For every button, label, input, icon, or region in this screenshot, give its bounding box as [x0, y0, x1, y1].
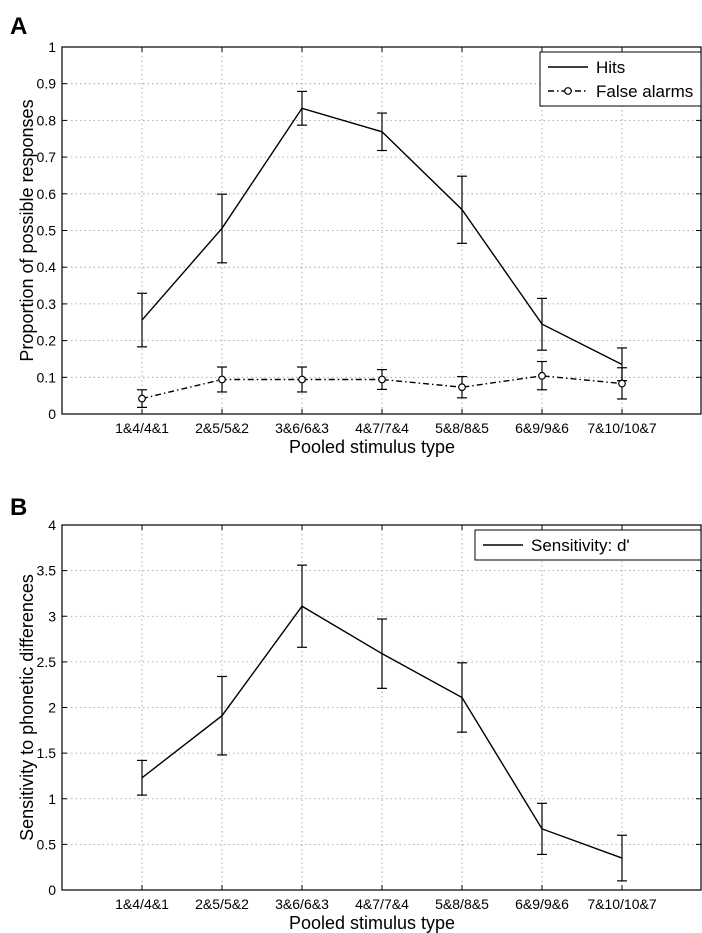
x-tick-label: 3&6/6&3: [275, 420, 329, 436]
y-tick-label: 0.4: [37, 259, 57, 275]
y-tick-label: 2: [48, 700, 56, 716]
panel-b: B 0 0.5 1 1.5 2 2.5 3 3.5 4 1&4/4&1 2&5/5&2 3&6/6&3 4…: [10, 494, 702, 933]
x-tick-label: 5&8/8&5: [435, 420, 489, 436]
panel-a: A 0 0.1 0.2 0.3 0.4 0.5 0.6 0.7 0.8 0.9 1 1&4/4&1 2&5…: [10, 13, 702, 457]
data-point: [618, 379, 626, 388]
legend-label: Hits: [596, 58, 625, 77]
data-point: [538, 371, 546, 380]
panel-letter: A: [10, 13, 27, 40]
data-point: [218, 375, 226, 384]
x-axis-label: Pooled stimulus type: [289, 437, 455, 457]
y-tick-label: 0.3: [37, 296, 57, 312]
legend-marker: [564, 87, 572, 95]
data-point: [138, 394, 146, 403]
x-tick-label: 4&7/7&4: [355, 896, 409, 912]
panel-letter: B: [10, 494, 27, 521]
data-point: [458, 383, 466, 392]
x-tick-label: 7&10/10&7: [587, 420, 656, 436]
y-tick-label: 2.5: [37, 654, 57, 670]
y-tick-label: 1: [48, 791, 56, 807]
x-tick-label: 3&6/6&3: [275, 896, 329, 912]
x-axis-label: Pooled stimulus type: [289, 913, 455, 933]
y-tick-label: 0: [48, 882, 56, 898]
y-tick-label: 3: [48, 608, 56, 624]
x-tick-label: 1&4/4&1: [115, 420, 169, 436]
y-tick-label: 1.5: [37, 745, 57, 761]
y-tick-label: 0.8: [37, 112, 57, 128]
y-tick-label: 0.2: [37, 333, 57, 349]
x-tick-label: 1&4/4&1: [115, 896, 169, 912]
legend-box: [539, 51, 702, 107]
x-tick-label: 7&10/10&7: [587, 896, 656, 912]
data-point: [298, 375, 306, 384]
x-tick-label: 4&7/7&4: [355, 420, 409, 436]
y-tick-label: 4: [48, 517, 56, 533]
data-point: [378, 375, 386, 384]
y-tick-label: 1: [48, 39, 56, 55]
x-tick-label: 6&9/9&6: [515, 420, 569, 436]
y-tick-label: 0.6: [37, 186, 57, 202]
legend-label: False alarms: [596, 82, 693, 101]
y-tick-label: 0.5: [37, 223, 57, 239]
y-axis-label: Sensitivity to phonetic differences: [17, 574, 37, 841]
x-tick-label: 2&5/5&2: [195, 896, 249, 912]
y-tick-label: 0.7: [37, 149, 57, 165]
x-tick-label: 2&5/5&2: [195, 420, 249, 436]
x-tick-label: 5&8/8&5: [435, 896, 489, 912]
y-tick-label: 0: [48, 406, 56, 422]
y-tick-label: 0.5: [37, 836, 57, 852]
y-tick-label: 0.1: [37, 369, 57, 385]
x-tick-label: 6&9/9&6: [515, 896, 569, 912]
y-tick-label: 0.9: [37, 76, 57, 92]
legend-label: Sensitivity: d': [531, 536, 630, 555]
y-axis-label: Proportion of possible responses: [17, 99, 37, 361]
y-tick-label: 3.5: [37, 563, 57, 579]
